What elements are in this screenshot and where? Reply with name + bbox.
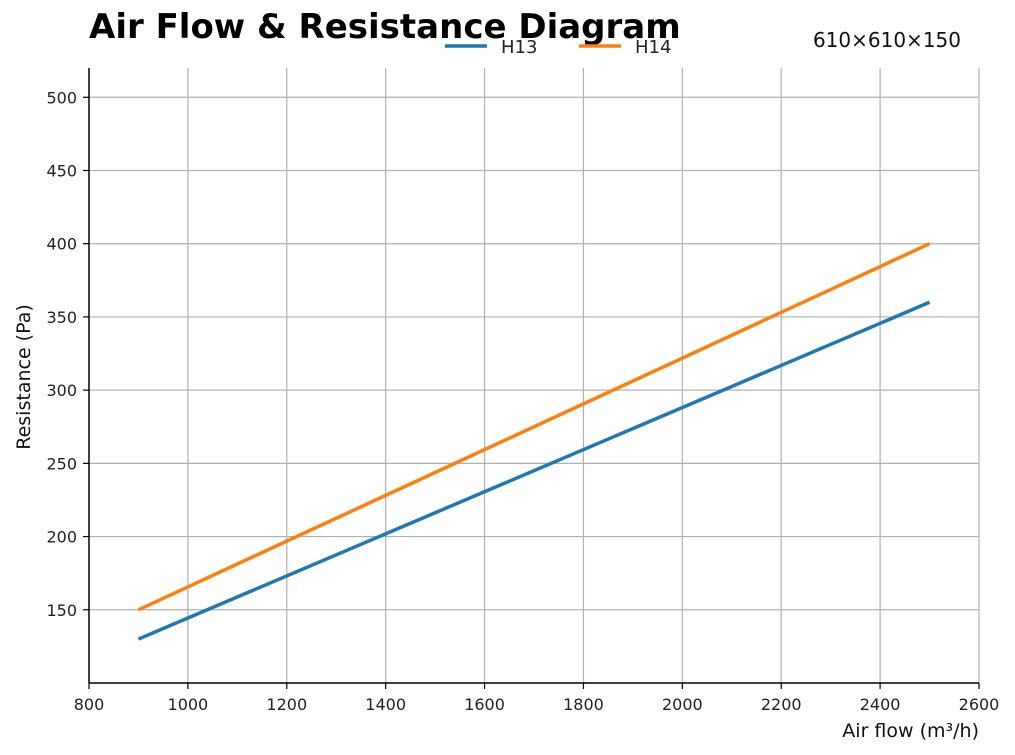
y-tick-label-400: 400 bbox=[46, 235, 77, 254]
legend-item-h13: H13 bbox=[445, 37, 537, 58]
filter-size-annotation: 610×610×150 bbox=[813, 28, 961, 52]
x-tick-label-2000: 2000 bbox=[662, 695, 703, 714]
y-tick-label-500: 500 bbox=[46, 88, 77, 107]
grid bbox=[89, 68, 980, 683]
y-tick-label-250: 250 bbox=[46, 454, 77, 473]
series-line-h14 bbox=[137, 242, 931, 612]
chart-title: Air Flow & Resistance Diagram bbox=[89, 7, 681, 47]
x-tick-label-1800: 1800 bbox=[563, 695, 604, 714]
legend-label-h14: H14 bbox=[635, 37, 671, 58]
x-tick-label-1600: 1600 bbox=[464, 695, 505, 714]
axes bbox=[83, 68, 980, 689]
x-tick-label-800: 800 bbox=[74, 695, 105, 714]
x-tick-label-2400: 2400 bbox=[860, 695, 901, 714]
series-line-h13 bbox=[137, 300, 931, 641]
y-tick-label-200: 200 bbox=[46, 528, 77, 547]
legend-item-h14: H14 bbox=[579, 37, 671, 58]
y-axis-title: Resistance (Pa) bbox=[13, 304, 35, 450]
legend-label-h13: H13 bbox=[501, 37, 537, 58]
y-tick-label-300: 300 bbox=[46, 381, 77, 400]
x-tick-label-1200: 1200 bbox=[266, 695, 307, 714]
x-tick-label-2200: 2200 bbox=[761, 695, 802, 714]
x-tick-label-2600: 2600 bbox=[959, 695, 1000, 714]
series-lines bbox=[137, 242, 931, 641]
x-tick-label-1000: 1000 bbox=[168, 695, 209, 714]
x-tick-label-1400: 1400 bbox=[365, 695, 406, 714]
legend: H13 H14 bbox=[445, 37, 671, 58]
tick-labels: 800 1000 1200 1400 1600 1800 2000 2200 2400 2600 1… bbox=[46, 88, 999, 714]
y-tick-label-350: 350 bbox=[46, 308, 77, 327]
y-tick-label-150: 150 bbox=[46, 601, 77, 620]
y-tick-label-450: 450 bbox=[46, 162, 77, 181]
x-axis-title: Air flow (m³/h) bbox=[842, 720, 979, 742]
